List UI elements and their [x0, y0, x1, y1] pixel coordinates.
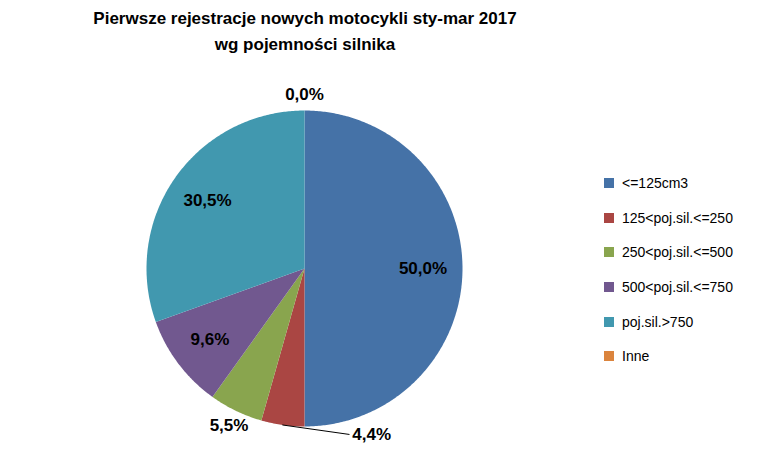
- html-text:250<poj.sil.<=500: 250<poj.sil.<=500: [622, 244, 733, 261]
- html-text:wg pojemności silnika: wg pojemności silnika: [214, 35, 396, 54]
- html-text:Pierwsze rejestracje nowych mo: Pierwsze rejestracje nowych motocykli st…: [93, 9, 517, 28]
- svg-text:30,5%: 30,5%: [183, 191, 231, 210]
- html-text:125<poj.sil.<=250: 125<poj.sil.<=250: [622, 209, 733, 226]
- html-text:500<poj.sil.<=750: 500<poj.sil.<=750: [622, 279, 733, 296]
- html-text:poj.sil.>750: poj.sil.>750: [622, 313, 694, 330]
- svg-text:50,0%: 50,0%: [399, 259, 447, 278]
- svg-text:5,5%: 5,5%: [210, 415, 249, 434]
- html-text:Inne: Inne: [622, 348, 650, 365]
- html-text:<=125cm3: <=125cm3: [622, 175, 689, 192]
- svg-text:4,4%: 4,4%: [352, 425, 391, 444]
- svg-text:0,0%: 0,0%: [285, 85, 324, 104]
- svg-text:9,6%: 9,6%: [191, 330, 230, 349]
